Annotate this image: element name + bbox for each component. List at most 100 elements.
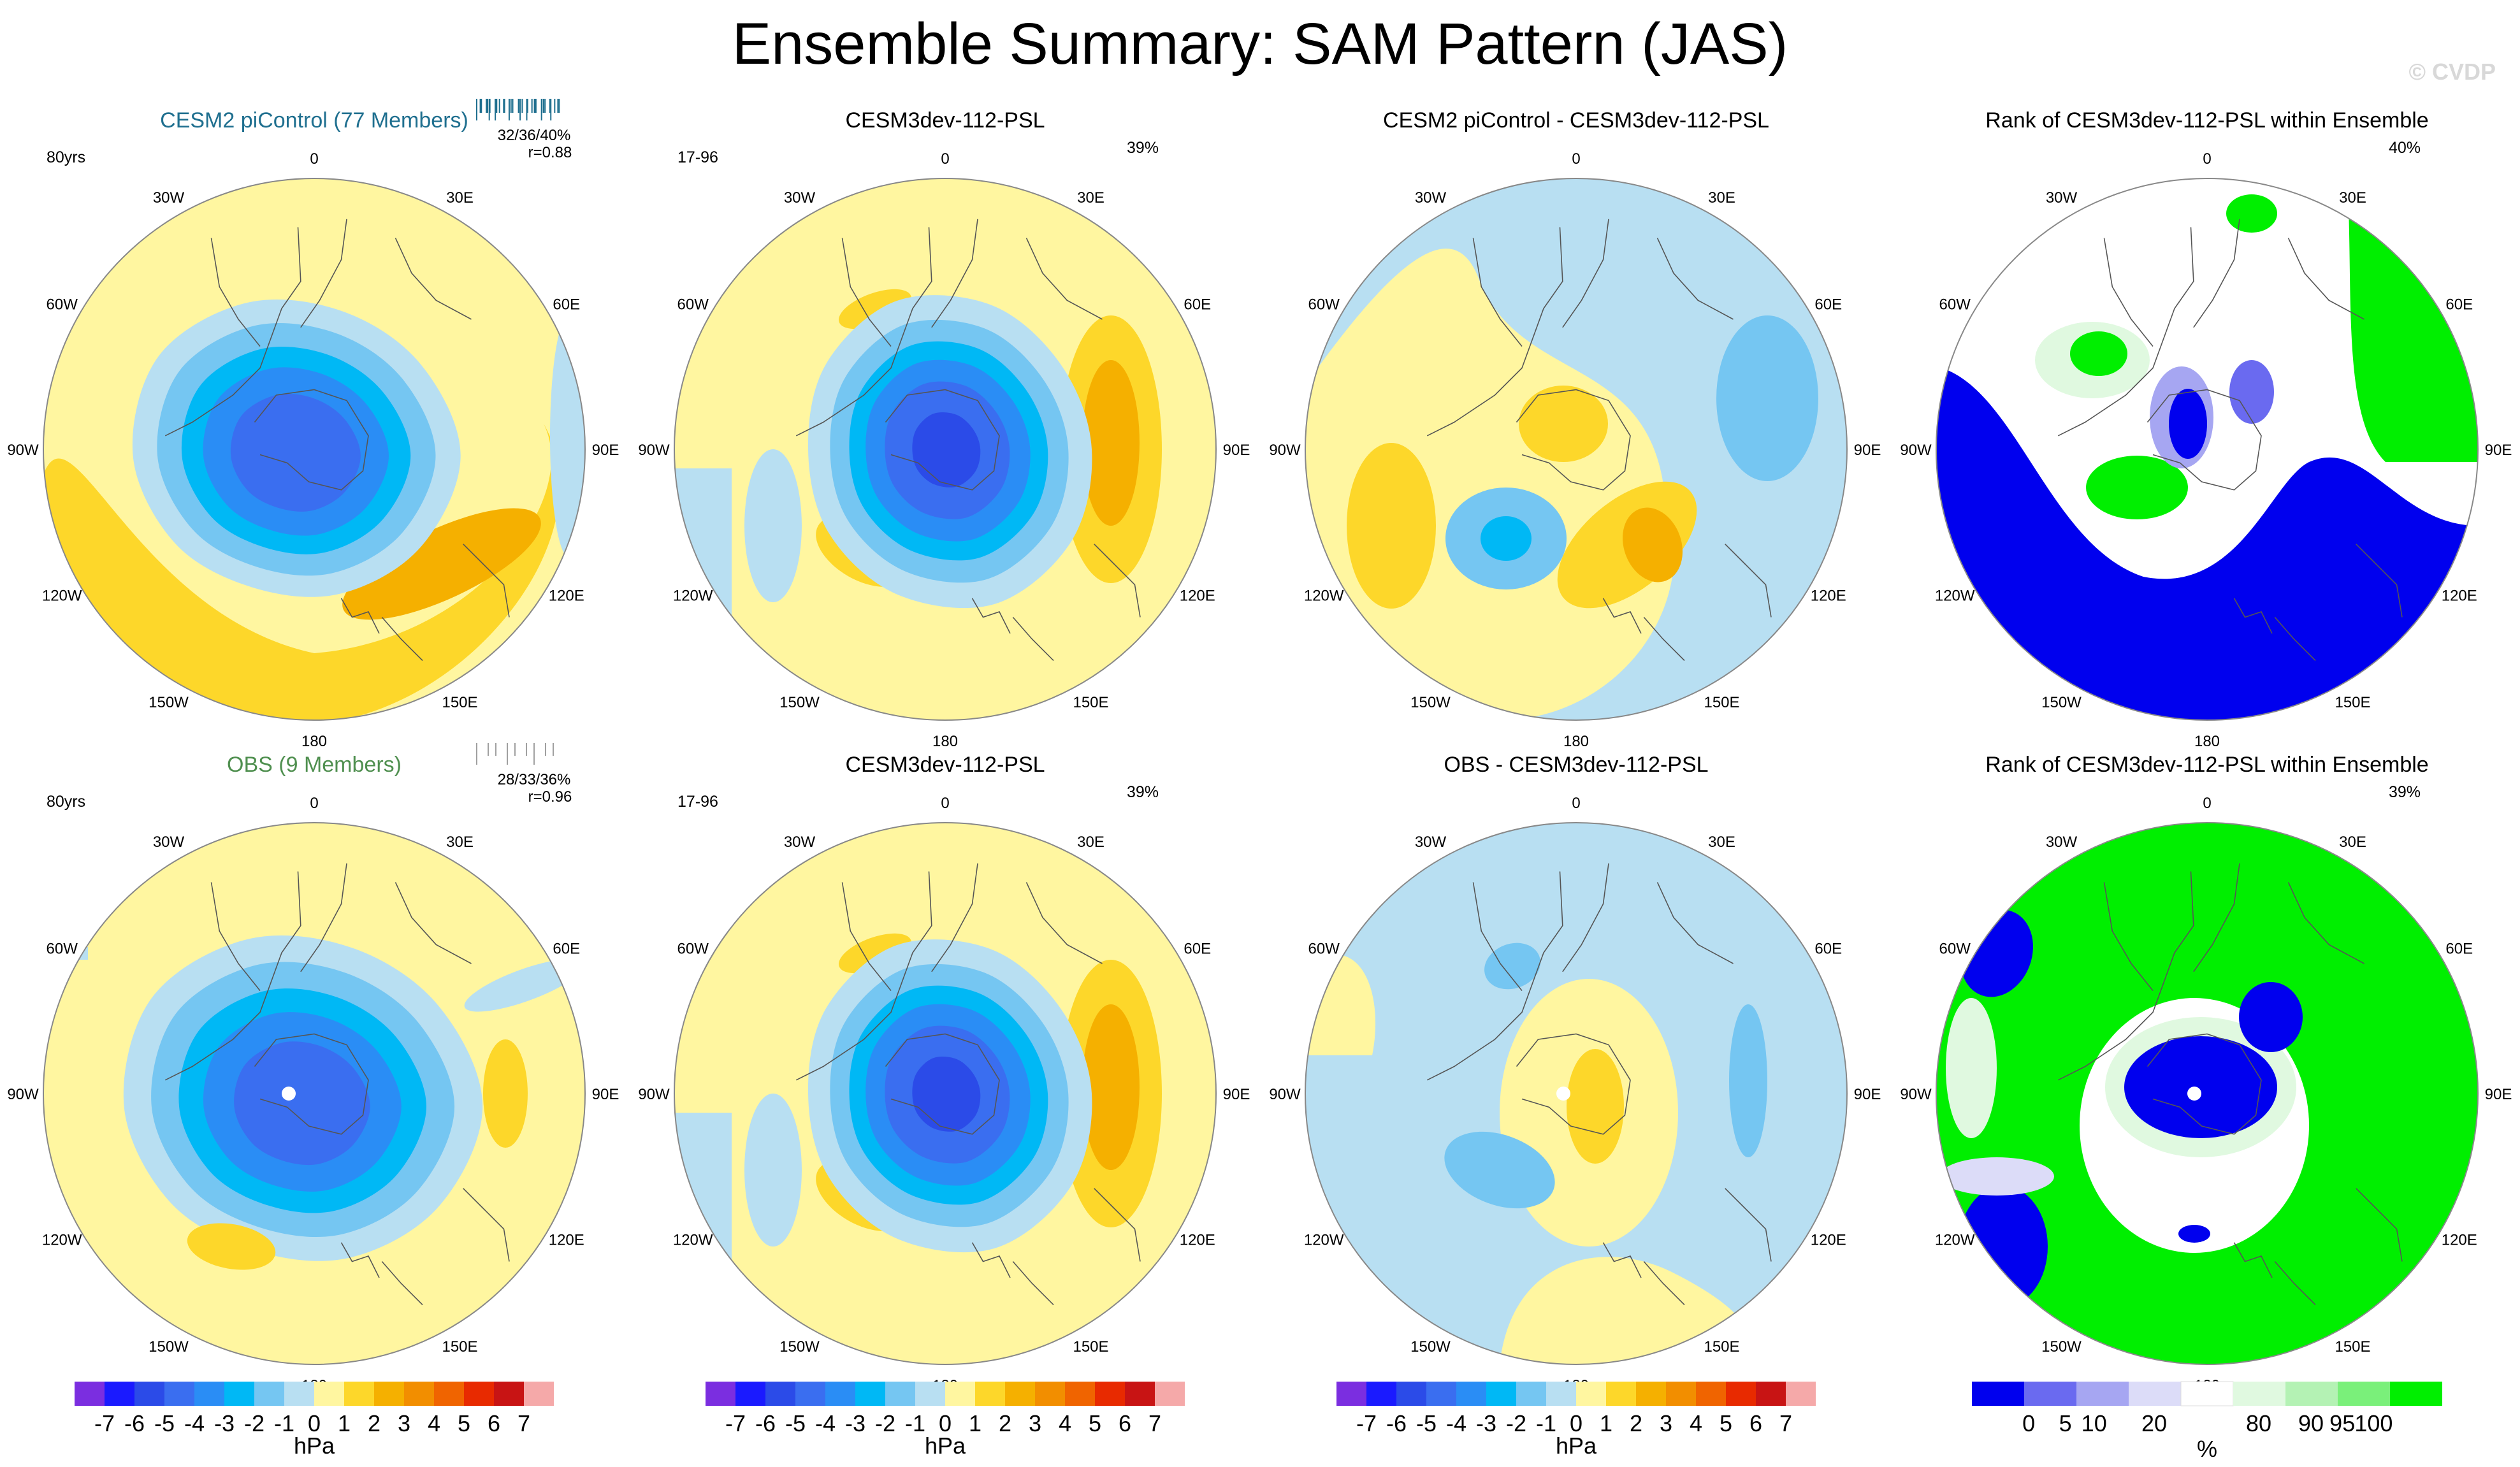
lon-label-120w: 120W [1304, 588, 1344, 605]
lon-label-90w: 90W [638, 1086, 670, 1103]
colorbar-swatch-3 [1426, 1382, 1456, 1406]
colorbar-tick-4: 4 [1690, 1410, 1702, 1436]
colorbar-tick-6: 6 [488, 1410, 500, 1436]
panel-5: 030E60E90E120E150E180150W120W90W60W30WOB… [7, 743, 619, 1394]
lon-label-120e: 120E [549, 1232, 584, 1249]
coastline-4 [1725, 544, 1772, 618]
rank-swatch-4 [2180, 1381, 2234, 1406]
rank-swatch-1 [2024, 1382, 2076, 1406]
map-field [674, 823, 1216, 1364]
lon-label-60e: 60E [1814, 296, 1842, 314]
coastline-0 [164, 227, 301, 437]
rank-blue-ne [2239, 982, 2303, 1052]
colorbar-swatch-12 [434, 1382, 464, 1406]
positive-east-core [1082, 360, 1140, 526]
colorbar-tick-2: 2 [368, 1410, 380, 1436]
rank-blue-s [2178, 1225, 2210, 1243]
colorbar-tick-3: 3 [1660, 1410, 1672, 1436]
colorbar-tick-7: 7 [1779, 1410, 1792, 1436]
lon-label-150e: 150E [1704, 694, 1739, 711]
coastline-5 [381, 1261, 423, 1306]
colorbar-swatch-9 [1606, 1382, 1636, 1406]
rank-green-top [2226, 194, 2277, 233]
colorbar-tick--3: -3 [845, 1410, 865, 1436]
coastline-3 [1025, 882, 1103, 964]
colorbar-swatch-12 [1065, 1382, 1095, 1406]
coastline-0 [164, 871, 301, 1081]
coastline-4 [463, 544, 510, 618]
lon-label-60w: 60W [1308, 296, 1340, 314]
colorbar-swatch-6 [885, 1382, 915, 1406]
colorbar-tick-1: 1 [338, 1410, 351, 1436]
coastline-3 [1656, 882, 1734, 964]
rank-blue-south [1936, 366, 2478, 720]
map-border [1936, 822, 2479, 1365]
rank-tick-10: 10 [2082, 1410, 2107, 1436]
colorbar-swatch-1 [1366, 1382, 1396, 1406]
rank-tick-5: 5 [2059, 1410, 2072, 1436]
lon-label-30e: 30E [2339, 834, 2366, 851]
coastline-3 [2287, 882, 2364, 964]
lon-label-150w: 150W [1410, 1338, 1451, 1355]
neg-contour-4 [234, 1041, 370, 1166]
rank-tick-0: 0 [2022, 1410, 2035, 1436]
positive-west [1347, 443, 1436, 609]
coastline-7 [1516, 389, 1631, 491]
lon-label-60e: 60E [1184, 941, 1211, 958]
rank-light-w [1946, 998, 1997, 1138]
coastline-7 [1516, 1033, 1631, 1135]
lon-label-90w: 90W [7, 442, 39, 459]
coastline-6 [2233, 1242, 2273, 1278]
lon-label-60w: 60W [1939, 296, 1971, 314]
colorbar-units: hPa [925, 1433, 966, 1459]
coastline-5 [2274, 1261, 2316, 1306]
map-border [1305, 178, 1848, 721]
colorbar-tick--2: -2 [875, 1410, 895, 1436]
lon-label-150w: 150W [148, 1338, 189, 1355]
colorbar-tick-4: 4 [1059, 1410, 1071, 1436]
colorbar-swatch-15 [1786, 1382, 1816, 1406]
map-field [674, 178, 1216, 720]
lon-label-90e: 90E [1223, 442, 1250, 459]
lon-label-150w: 150W [148, 694, 189, 711]
lon-label-0: 0 [2203, 150, 2211, 168]
pole-dot [1556, 1087, 1570, 1101]
panel-title: CESM3dev-112-PSL [845, 108, 1045, 133]
colorbar-swatch-3 [164, 1382, 194, 1406]
coastline-5 [1643, 616, 1685, 661]
rank-lav-w [1939, 1157, 2054, 1196]
colorbar-swatch-14 [1125, 1382, 1155, 1406]
lon-label-90w: 90W [7, 1086, 39, 1103]
neg-contour-5 [912, 1056, 981, 1132]
colorbar-swatch-5 [855, 1382, 885, 1406]
lon-label-150w: 150W [779, 1338, 820, 1355]
panel-title: OBS - CESM3dev-112-PSL [1444, 753, 1708, 777]
lon-label-150e: 150E [2335, 1338, 2370, 1355]
colorbar-swatch-9 [344, 1382, 374, 1406]
coastline-7 [254, 389, 369, 491]
lon-label-90e: 90E [1854, 442, 1881, 459]
pole-dot [2187, 1087, 2201, 1101]
lon-label-90w: 90W [1269, 442, 1301, 459]
coastline-1 [841, 882, 892, 991]
colorbar-tick--6: -6 [124, 1410, 145, 1436]
coastline-0 [2057, 227, 2194, 437]
colorbar-tick--5: -5 [785, 1410, 806, 1436]
positive-band [43, 424, 560, 720]
map-border [674, 178, 1217, 721]
panel-pct-label: 40% [2389, 139, 2421, 157]
colorbar-tick-3: 3 [1029, 1410, 1041, 1436]
panel-left-label: 80yrs [47, 793, 85, 811]
positive-center [1519, 386, 1608, 462]
colorbar-swatch-8 [945, 1382, 975, 1406]
lon-label-30w: 30W [153, 834, 185, 851]
lon-label-60e: 60E [2445, 941, 2473, 958]
stat-percentiles: 32/36/40% [498, 127, 571, 144]
lon-label-60w: 60W [677, 941, 709, 958]
positive-blob-2 [187, 1223, 276, 1270]
negative-sw [1444, 1131, 1555, 1209]
stat-percentiles: 28/33/36% [498, 771, 571, 788]
colorbar-swatch-0 [1336, 1382, 1366, 1406]
lon-label-120e: 120E [1180, 588, 1215, 605]
